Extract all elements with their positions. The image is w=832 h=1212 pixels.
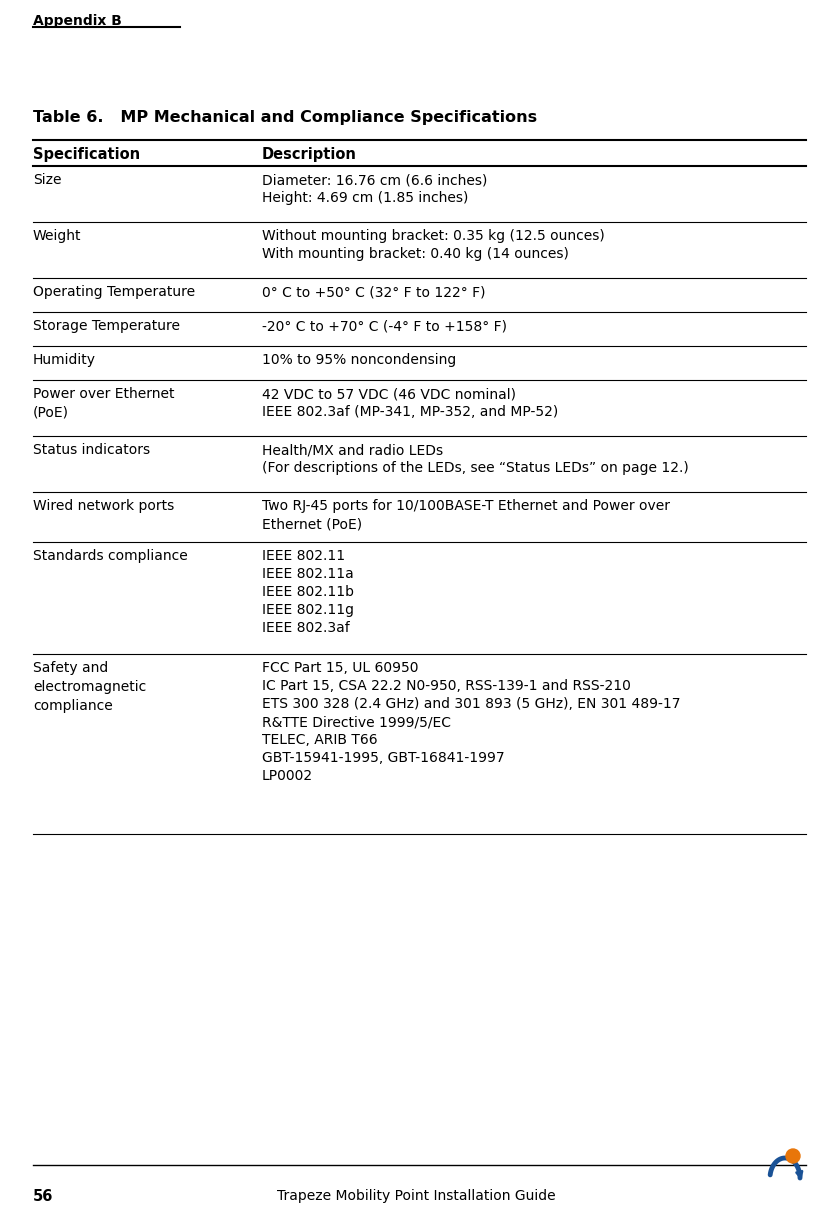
Text: Humidity: Humidity — [33, 353, 96, 367]
Text: Diameter: 16.76 cm (6.6 inches): Diameter: 16.76 cm (6.6 inches) — [262, 173, 488, 187]
Text: Appendix B: Appendix B — [33, 15, 121, 28]
Text: Without mounting bracket: 0.35 kg (12.5 ounces): Without mounting bracket: 0.35 kg (12.5 … — [262, 229, 605, 242]
Text: Ethernet (PoE): Ethernet (PoE) — [262, 518, 362, 531]
Text: Size: Size — [33, 173, 62, 187]
Text: Specification: Specification — [33, 147, 140, 162]
Text: GBT-15941-1995, GBT-16841-1997: GBT-15941-1995, GBT-16841-1997 — [262, 751, 505, 765]
Text: Safety and
electromagnetic
compliance: Safety and electromagnetic compliance — [33, 661, 146, 713]
Text: IEEE 802.3af: IEEE 802.3af — [262, 621, 349, 635]
Text: Two RJ-45 ports for 10/100BASE-T Ethernet and Power over: Two RJ-45 ports for 10/100BASE-T Etherne… — [262, 499, 670, 513]
Text: (For descriptions of the LEDs, see “Status LEDs” on page 12.): (For descriptions of the LEDs, see “Stat… — [262, 461, 689, 475]
Text: Wired network ports: Wired network ports — [33, 499, 174, 513]
Text: Status indicators: Status indicators — [33, 444, 150, 457]
Text: IEEE 802.3af (MP-341, MP-352, and MP-52): IEEE 802.3af (MP-341, MP-352, and MP-52) — [262, 405, 558, 419]
Text: IEEE 802.11b: IEEE 802.11b — [262, 585, 354, 599]
Text: Health/MX and radio LEDs: Health/MX and radio LEDs — [262, 444, 443, 457]
Text: Standards compliance: Standards compliance — [33, 549, 188, 564]
Text: Height: 4.69 cm (1.85 inches): Height: 4.69 cm (1.85 inches) — [262, 191, 468, 205]
Text: IEEE 802.11: IEEE 802.11 — [262, 549, 345, 564]
Text: Table 6.   MP Mechanical and Compliance Specifications: Table 6. MP Mechanical and Compliance Sp… — [33, 110, 537, 125]
Text: ETS 300 328 (2.4 GHz) and 301 893 (5 GHz), EN 301 489-17: ETS 300 328 (2.4 GHz) and 301 893 (5 GHz… — [262, 697, 681, 711]
Text: 56: 56 — [33, 1189, 53, 1204]
Circle shape — [786, 1149, 800, 1164]
Text: IEEE 802.11a: IEEE 802.11a — [262, 567, 354, 581]
Text: LP0002: LP0002 — [262, 768, 313, 783]
Text: 10% to 95% noncondensing: 10% to 95% noncondensing — [262, 353, 456, 367]
Text: -20° C to +70° C (-4° F to +158° F): -20° C to +70° C (-4° F to +158° F) — [262, 319, 507, 333]
Text: TELEC, ARIB T66: TELEC, ARIB T66 — [262, 733, 378, 747]
Text: Trapeze Mobility Point Installation Guide: Trapeze Mobility Point Installation Guid… — [277, 1189, 555, 1204]
Text: IEEE 802.11g: IEEE 802.11g — [262, 604, 354, 617]
Text: 0° C to +50° C (32° F to 122° F): 0° C to +50° C (32° F to 122° F) — [262, 285, 486, 299]
Text: FCC Part 15, UL 60950: FCC Part 15, UL 60950 — [262, 661, 418, 675]
Text: With mounting bracket: 0.40 kg (14 ounces): With mounting bracket: 0.40 kg (14 ounce… — [262, 247, 569, 261]
Text: Weight: Weight — [33, 229, 82, 242]
Text: R&TTE Directive 1999/5/EC: R&TTE Directive 1999/5/EC — [262, 715, 451, 728]
Text: Storage Temperature: Storage Temperature — [33, 319, 180, 333]
Text: Operating Temperature: Operating Temperature — [33, 285, 196, 299]
Text: IC Part 15, CSA 22.2 N0-950, RSS-139-1 and RSS-210: IC Part 15, CSA 22.2 N0-950, RSS-139-1 a… — [262, 679, 631, 693]
Text: 42 VDC to 57 VDC (46 VDC nominal): 42 VDC to 57 VDC (46 VDC nominal) — [262, 387, 516, 401]
Text: Power over Ethernet
(PoE): Power over Ethernet (PoE) — [33, 387, 175, 419]
Text: Description: Description — [262, 147, 357, 162]
